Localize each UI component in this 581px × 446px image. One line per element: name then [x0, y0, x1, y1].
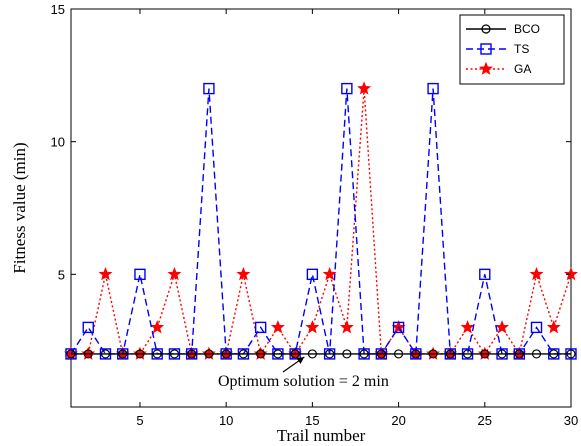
data-point-ga: [305, 320, 320, 334]
legend-marker: [481, 24, 491, 34]
y-tick-label: 15: [51, 2, 65, 17]
data-point-ga: [357, 81, 372, 95]
x-tick-label: 10: [219, 413, 233, 428]
data-point-ts: [530, 321, 543, 334]
data-point-ts: [341, 82, 353, 95]
legend: BCO TS GA: [459, 14, 565, 85]
data-point-ga: [322, 267, 337, 281]
data-point-bco: [290, 349, 300, 359]
data-point-ts: [306, 268, 319, 281]
legend-box: [459, 14, 565, 85]
data-point-ga: [150, 320, 165, 334]
data-point-ga: [546, 320, 561, 334]
data-point-ts: [254, 321, 267, 334]
data-point-bco: [480, 349, 490, 359]
data-point-ts: [203, 82, 215, 95]
data-point-bco: [411, 349, 421, 359]
data-point-bco: [549, 349, 559, 359]
annotation-layer: Optimum solution = 2 min: [218, 356, 389, 390]
legend-item-ga: GA: [466, 61, 531, 76]
annotation-text: Optimum solution = 2 min: [218, 373, 389, 390]
y-tick-label: 5: [58, 267, 65, 282]
data-point-ga: [495, 320, 510, 334]
data-point-bco: [256, 349, 266, 359]
data-point-bco: [531, 349, 542, 359]
data-point-bco: [273, 349, 283, 359]
x-tick-label: 20: [391, 413, 405, 428]
data-point-bco: [152, 349, 162, 359]
data-point-bco: [462, 349, 473, 359]
legend-marker: [480, 43, 492, 55]
data-point-bco: [118, 349, 128, 359]
x-axis-label: Trail number: [277, 426, 366, 445]
data-point-bco: [307, 349, 317, 359]
ticks-layer: 5 10 15 20 25 30 5 10 15: [51, 2, 579, 428]
data-point-ga: [339, 320, 354, 334]
legend-label: TS: [514, 42, 529, 56]
data-point-bco: [135, 349, 145, 359]
data-point-bco: [497, 349, 507, 359]
data-point-ts: [479, 268, 491, 281]
data-point-ts: [134, 268, 146, 281]
x-tick-label: 15: [305, 413, 319, 428]
data-point-ga: [564, 267, 578, 281]
data-point-bco: [376, 349, 386, 359]
legend-item-ts: TS: [466, 42, 529, 56]
x-tick-label: 5: [136, 413, 143, 428]
data-point-ga: [270, 320, 285, 334]
x-tick-label: 30: [564, 413, 578, 428]
legend-item-bco: BCO: [466, 22, 540, 36]
data-point-bco: [514, 349, 524, 359]
data-point-ts: [392, 321, 405, 334]
data-point-ga: [167, 267, 182, 281]
data-point-ga: [98, 267, 113, 281]
x-tick-label: 25: [478, 413, 492, 428]
series-layer: [64, 81, 578, 360]
data-point-ga: [236, 267, 251, 281]
data-point-bco: [393, 349, 404, 359]
data-point-bco: [204, 349, 214, 359]
data-point-ga: [460, 320, 475, 334]
data-point-bco: [221, 349, 231, 359]
data-point-ts: [427, 82, 439, 95]
legend-label: GA: [514, 62, 531, 76]
data-point-bco: [566, 349, 576, 359]
data-point-bco: [100, 349, 111, 359]
data-point-ga: [529, 267, 544, 281]
data-point-bco: [187, 349, 197, 359]
data-point-bco: [169, 349, 180, 359]
data-point-bco: [325, 349, 335, 359]
data-point-bco: [238, 349, 249, 359]
data-point-ts: [82, 321, 94, 334]
annotation-arrow-head: [296, 356, 305, 364]
data-point-bco: [359, 349, 369, 359]
data-point-bco: [66, 349, 76, 359]
series-bco: [66, 349, 576, 359]
y-axis-label: Fitness value (min): [10, 142, 29, 273]
legend-label: BCO: [514, 22, 540, 36]
y-tick-label: 10: [51, 135, 65, 150]
series-line-ga: [71, 88, 572, 357]
data-point-bco: [428, 349, 438, 359]
data-point-bco: [83, 349, 93, 359]
legend-marker: [479, 61, 493, 75]
data-point-bco: [342, 349, 352, 359]
series-line-ts: [70, 88, 571, 357]
data-point-bco: [445, 349, 455, 359]
